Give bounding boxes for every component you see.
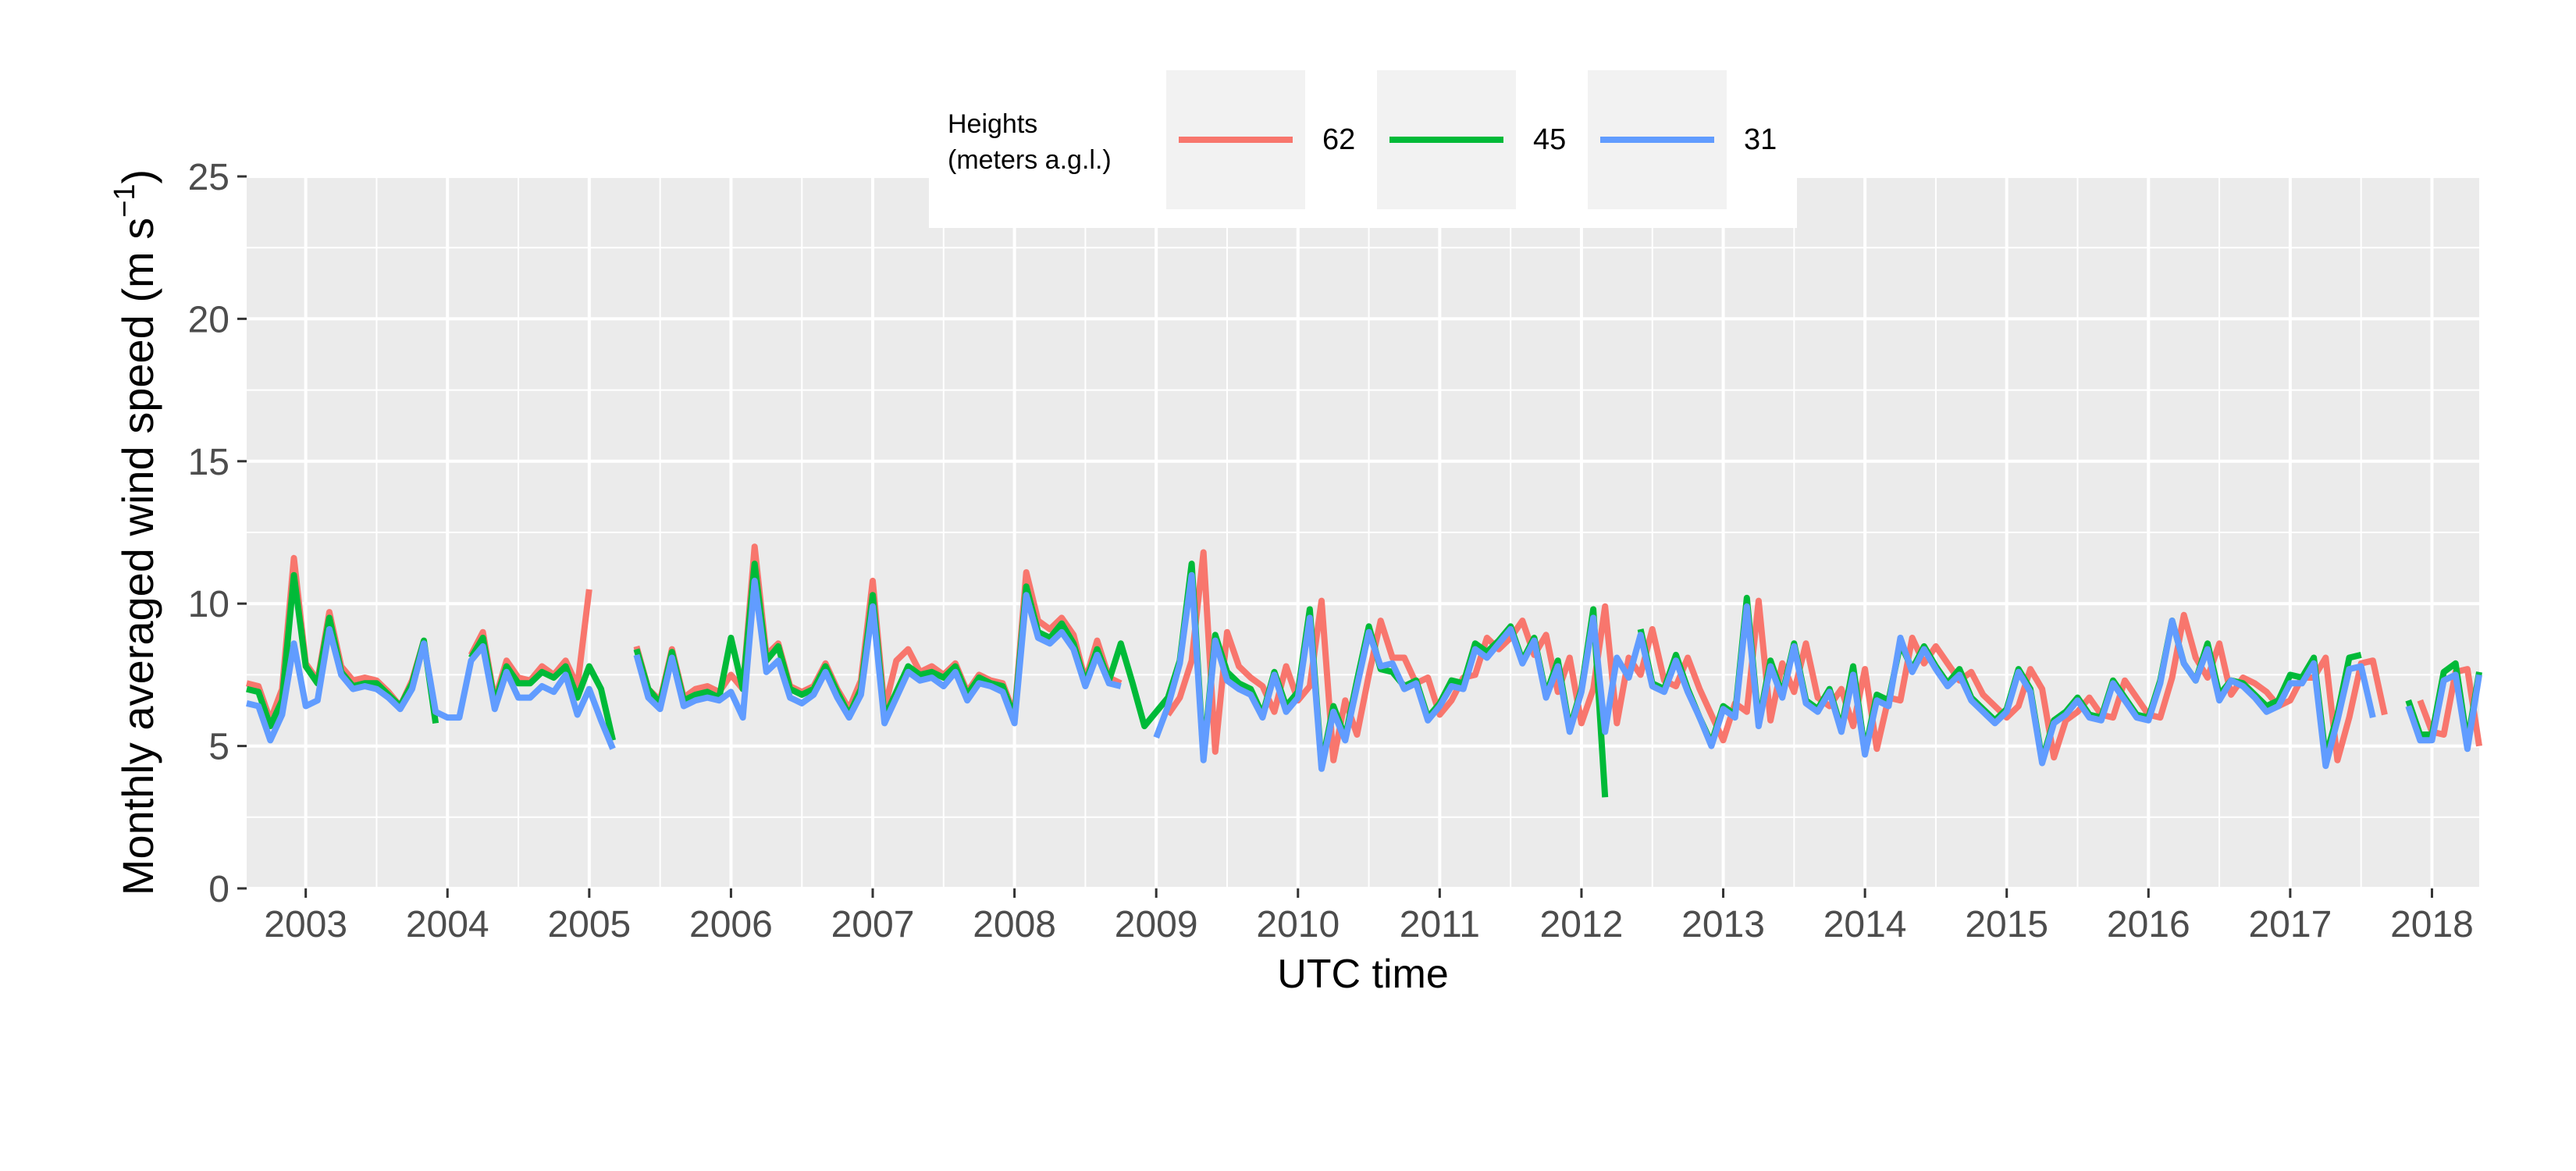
x-axis-title: UTC time bbox=[1277, 952, 1449, 997]
y-axis: 0 5 10 15 20 25 bbox=[188, 157, 247, 910]
legend-item-31: 31 bbox=[1588, 70, 1777, 209]
legend-label: 62 bbox=[1322, 123, 1355, 156]
y-axis-title-close: ) bbox=[113, 169, 162, 184]
x-tick-label: 2015 bbox=[1965, 904, 2048, 945]
y-tick-label: 15 bbox=[188, 442, 229, 483]
series-line-31 bbox=[1153, 571, 2376, 772]
series-line-62 bbox=[2417, 666, 2482, 747]
legend-item-45: 45 bbox=[1377, 70, 1566, 209]
x-tick-label: 2004 bbox=[406, 904, 489, 945]
y-tick-label: 20 bbox=[188, 299, 229, 340]
x-tick-label: 2018 bbox=[2390, 904, 2474, 945]
y-tick-label: 25 bbox=[188, 157, 229, 198]
x-tick-label: 2006 bbox=[689, 904, 773, 945]
y-axis-title: Monthly averaged wind speed (m s−1) bbox=[109, 169, 162, 895]
x-tick-label: 2017 bbox=[2248, 904, 2332, 945]
y-axis-title-unit-exponent: −1 bbox=[109, 183, 141, 217]
x-tick-label: 2003 bbox=[264, 904, 347, 945]
legend-label: 45 bbox=[1533, 123, 1566, 156]
series-31 bbox=[246, 571, 2482, 772]
x-tick-label: 2016 bbox=[2107, 904, 2190, 945]
legend-title-line2: (meters a.g.l.) bbox=[948, 145, 1112, 175]
x-tick-label: 2014 bbox=[1823, 904, 1907, 945]
x-tick-label: 2010 bbox=[1256, 904, 1340, 945]
series-line-31 bbox=[2405, 671, 2482, 753]
x-tick-label: 2008 bbox=[973, 904, 1056, 945]
x-tick-label: 2012 bbox=[1540, 904, 1624, 945]
x-tick-label: 2013 bbox=[1681, 904, 1765, 945]
x-tick-label: 2009 bbox=[1115, 904, 1198, 945]
major-gridlines bbox=[247, 175, 2479, 890]
legend-title-line1: Heights bbox=[948, 109, 1037, 139]
minor-gridlines bbox=[247, 176, 2479, 888]
series-line-62 bbox=[1165, 549, 2388, 763]
legend-label: 31 bbox=[1744, 123, 1777, 156]
legend-item-62: 62 bbox=[1166, 70, 1355, 209]
x-tick-label: 2011 bbox=[1400, 904, 1480, 945]
legend: Heights (meters a.g.l.) 62 45 31 bbox=[929, 70, 1797, 228]
x-tick-label: 2005 bbox=[547, 904, 631, 945]
legend-keys: 62 45 31 bbox=[1166, 70, 1777, 209]
series-lines bbox=[246, 543, 2482, 798]
series-line-31 bbox=[633, 578, 1122, 727]
x-axis: 2003 2004 2005 2006 2007 2008 2009 2010 2011 2012… bbox=[264, 888, 2474, 945]
y-tick-label: 10 bbox=[188, 584, 229, 625]
y-axis-title-main: Monthly averaged wind speed (m s bbox=[113, 218, 162, 895]
y-tick-label: 0 bbox=[208, 869, 229, 910]
series-line-31 bbox=[246, 626, 616, 750]
y-tick-label: 5 bbox=[208, 727, 229, 768]
x-tick-label: 2007 bbox=[831, 904, 915, 945]
